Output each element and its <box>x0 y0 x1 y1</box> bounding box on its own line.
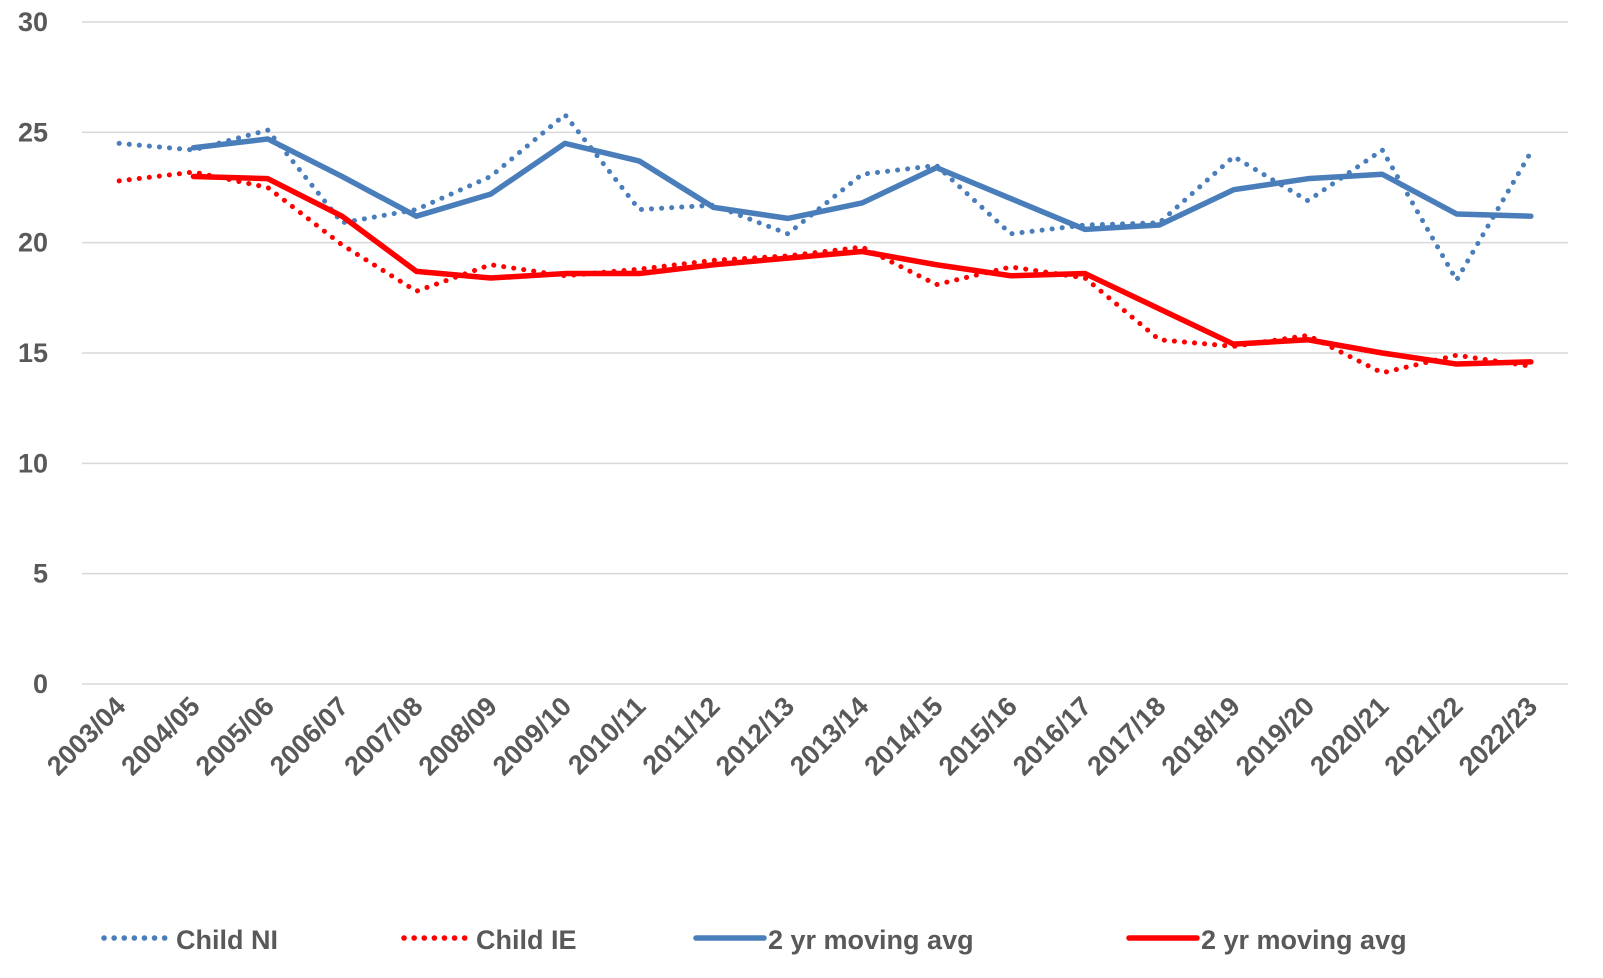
x-tick-label: 2003/04 <box>41 691 131 781</box>
legend-label: Child IE <box>476 925 577 955</box>
y-tick-label: 20 <box>18 228 48 258</box>
x-tick-label: 2014/15 <box>858 691 948 781</box>
y-tick-label: 15 <box>18 338 48 368</box>
y-tick-label: 10 <box>18 448 48 478</box>
x-tick-label: 2005/06 <box>190 691 280 781</box>
legend-label: 2 yr moving avg <box>768 925 974 955</box>
x-tick-label: 2010/11 <box>562 691 651 780</box>
x-tick-label: 2009/10 <box>487 691 577 781</box>
legend-label: 2 yr moving avg <box>1201 925 1407 955</box>
x-tick-label: 2006/07 <box>264 691 354 781</box>
x-tick-label: 2016/17 <box>1007 691 1097 781</box>
x-tick-label: 2021/22 <box>1379 691 1469 781</box>
legend-label: Child NI <box>176 925 278 955</box>
series-line <box>190 136 1534 233</box>
x-tick-label: 2012/13 <box>710 691 800 781</box>
y-tick-label: 30 <box>18 7 48 37</box>
x-tick-label: 2022/23 <box>1453 691 1543 781</box>
series-line <box>116 112 1534 283</box>
y-tick-label: 0 <box>33 669 48 699</box>
x-tick-label: 2008/09 <box>413 691 503 781</box>
x-tick-label: 2017/18 <box>1081 691 1171 781</box>
y-tick-label: 5 <box>33 559 48 589</box>
x-tick-label: 2004/05 <box>115 691 205 781</box>
x-tick-label: 2013/14 <box>784 691 874 781</box>
x-tick-label: 2020/21 <box>1304 691 1394 781</box>
x-tick-label: 2019/20 <box>1230 691 1320 781</box>
series-line <box>116 169 1534 376</box>
x-tick-label: 2007/08 <box>338 691 428 781</box>
x-tick-label: 2018/19 <box>1156 691 1246 781</box>
y-tick-label: 25 <box>18 117 48 147</box>
x-tick-label: 2015/16 <box>933 691 1023 781</box>
x-tick-label: 2011/12 <box>637 691 726 780</box>
series-line <box>190 173 1534 367</box>
